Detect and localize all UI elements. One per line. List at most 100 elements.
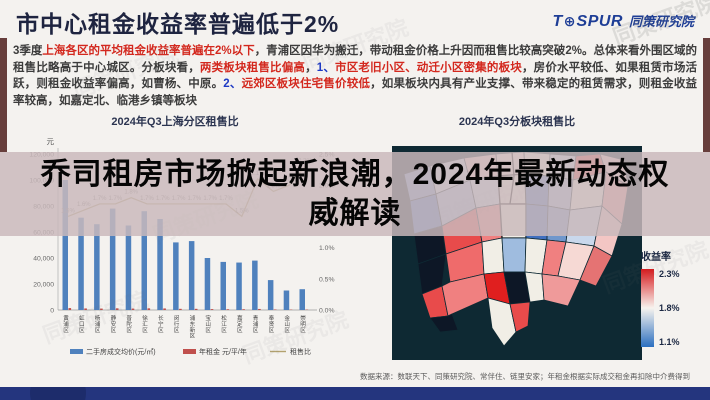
- left-chart-title: 2024年Q3上海分区租售比: [111, 116, 239, 128]
- svg-text:松江区: 松江区: [221, 314, 227, 334]
- svg-text:崇明区: 崇明区: [300, 315, 306, 334]
- bar: [188, 241, 195, 310]
- map-region: [579, 245, 613, 287]
- svg-text:奉贤区: 奉贤区: [269, 314, 275, 334]
- svg-text:徐汇区: 徐汇区: [142, 314, 148, 334]
- bar: [62, 180, 68, 310]
- globe-icon: ⊕: [563, 13, 576, 29]
- bar: [163, 308, 166, 310]
- page-title: 市中心租金收益率普遍低于2%: [16, 11, 340, 37]
- bar: [109, 208, 116, 310]
- x-axis-labels: 黄浦区 虹口区 杨浦区 静安区 普陀区 徐汇区 长宁区 闵行区 浦东新区 宝山区 松江区 嘉定区 青浦区…: [63, 314, 306, 340]
- svg-text:20,000: 20,000: [33, 282, 54, 289]
- bar: [242, 309, 245, 310]
- paragraph-segment: 市区老旧小区、动迁小区密集的板块: [335, 61, 522, 74]
- map-region: [509, 301, 531, 333]
- yield-gradient-bar: [641, 269, 654, 347]
- analysis-paragraph: 3季度上海各区的平均租金收益率普遍在2%以下，青浦区因华为搬迁，带动租金价格上升…: [13, 43, 697, 109]
- paragraph-segment: 远郊区板块住宅售价较低: [241, 78, 371, 90]
- svg-text:黄浦区: 黄浦区: [63, 314, 69, 334]
- map-legend-title: 收益率: [641, 252, 671, 263]
- svg-text:杨浦区: 杨浦区: [95, 314, 101, 334]
- bottom-blue-bar: [0, 387, 710, 400]
- headline-line-1: 乔司租房市场掀起新浪潮，2024年最新动态权: [40, 158, 670, 191]
- svg-text:金山区: 金山区: [284, 314, 290, 334]
- legend-min-label: 1.1%: [659, 337, 680, 347]
- bar: [68, 308, 72, 310]
- map-region: [429, 313, 459, 333]
- emblem-circle-icon: [30, 387, 86, 400]
- svg-text:二手房成交均价(元/㎡): 二手房成交均价(元/㎡): [86, 347, 156, 356]
- svg-text:年租金 元/平/年: 年租金 元/平/年: [199, 347, 247, 356]
- bar: [283, 290, 290, 310]
- bar: [273, 309, 277, 310]
- bar: [84, 308, 87, 310]
- map-region: [501, 237, 527, 273]
- svg-text:浦东新区: 浦东新区: [190, 314, 196, 340]
- svg-text:0: 0: [50, 308, 54, 315]
- map-region: [541, 273, 581, 307]
- svg-text:普陀区: 普陀区: [126, 314, 132, 334]
- paragraph-segment: 两类板块租售比偏高: [199, 61, 306, 74]
- svg-text:1.0%: 1.0%: [319, 245, 335, 252]
- svg-text:虹口区: 虹口区: [79, 314, 85, 334]
- paragraph-segment: ，房价水平较低、如果租赁市场活跃，则租金收益率偏高，如曹杨、中原。: [13, 61, 698, 91]
- data-source-note: 数据来源：数联天下、同策研究院、常伴住、链里安家；年租金根据实际成交租金再扣除中…: [360, 372, 690, 381]
- bar: [100, 308, 103, 310]
- bar: [157, 219, 163, 310]
- bar: [94, 224, 100, 310]
- bar: [236, 262, 242, 310]
- paragraph-segment: 2、: [223, 78, 242, 90]
- svg-text:青浦区: 青浦区: [253, 314, 259, 334]
- paragraph-segment: ，如果板块内具有产业支撑、带来稳定的租赁需求，则租金收益率较高，如嘉定北、临港乡…: [13, 78, 698, 107]
- paragraph-segment: 上海各区的平均租金收益率普遍在2%以下: [42, 45, 255, 57]
- bar: [220, 261, 226, 310]
- bar: [252, 260, 258, 310]
- svg-text:嘉定区: 嘉定区: [237, 314, 243, 334]
- logo-chinese-name: 同策研究院: [628, 14, 694, 29]
- headline-overlay: 乔司租房市场掀起新浪潮，2024年最新动态权 威解读: [0, 152, 710, 236]
- logo-brand-prefix: T: [552, 13, 563, 30]
- logo-brand-suffix: SPUR: [576, 13, 623, 30]
- bar: [173, 242, 179, 310]
- bar: [78, 217, 84, 310]
- map-region: [487, 297, 517, 347]
- rent-bars: [68, 308, 309, 310]
- bar: [226, 309, 230, 310]
- bar: [125, 225, 132, 310]
- headline-line-2: 威解读: [308, 197, 402, 230]
- bar: [299, 289, 305, 310]
- bar: [210, 309, 214, 310]
- bar: [131, 308, 135, 310]
- map-legend: 收益率 2.3% 1.8% 1.1%: [641, 248, 703, 347]
- svg-text:0.0%: 0.0%: [319, 308, 335, 315]
- paragraph-segment: ，青浦区因华为搬迁，带动租金价格上升因而租售比较高突破2%。总体来看外围区域的租…: [13, 45, 697, 74]
- svg-text:闵行区: 闵行区: [174, 314, 180, 334]
- left-edge-vignette: [0, 38, 7, 152]
- bar: [115, 308, 119, 310]
- bar: [141, 211, 147, 310]
- bar: [204, 258, 211, 310]
- bar: [179, 308, 182, 310]
- bar: [258, 308, 261, 310]
- paragraph-segment: ，: [305, 61, 317, 74]
- right-edge-vignette: [703, 38, 710, 152]
- svg-text:宝山区: 宝山区: [205, 314, 211, 334]
- bar: [147, 308, 151, 310]
- svg-text:0.5%: 0.5%: [319, 276, 335, 283]
- svg-text:40,000: 40,000: [33, 256, 54, 263]
- bar: [194, 308, 198, 310]
- legend-mid-label: 1.8%: [659, 303, 680, 313]
- chart-legend: 二手房成交均价(元/㎡) 年租金 元/平/年 租售比: [70, 347, 311, 356]
- right-chart-title: 2024年Q3分板块租售比: [458, 116, 576, 128]
- price-bars: [62, 180, 305, 310]
- paragraph-segment: 1、: [316, 61, 336, 74]
- svg-text:租售比: 租售比: [290, 347, 311, 356]
- svg-text:长宁区: 长宁区: [158, 314, 164, 334]
- paragraph-segment: 3季度: [13, 45, 43, 57]
- svg-text:静安区: 静安区: [111, 314, 117, 334]
- tospur-logo: T ⊕ SPUR 同策研究院: [553, 11, 694, 31]
- svg-text:元: 元: [47, 137, 55, 146]
- legend-max-label: 2.3%: [659, 269, 680, 279]
